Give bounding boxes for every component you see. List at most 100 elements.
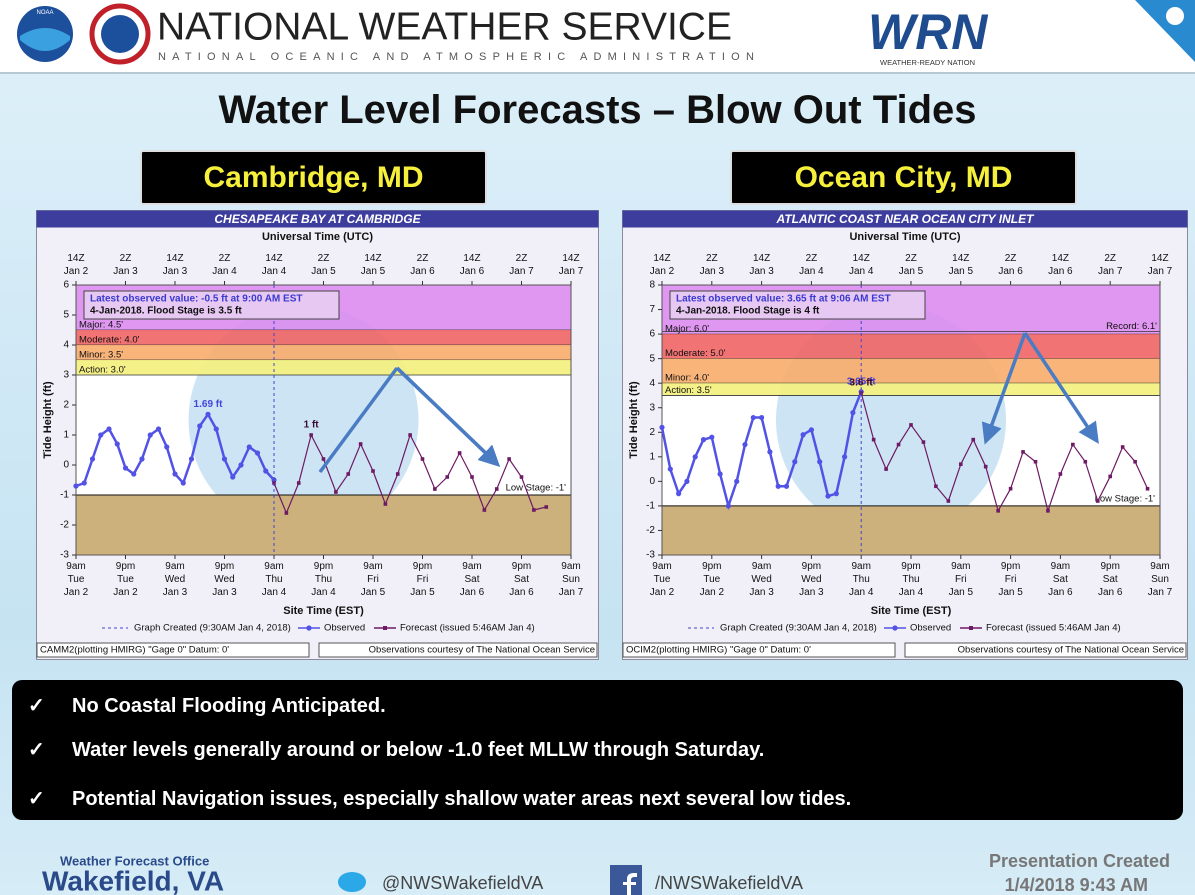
- top-tick-line: Jan 3: [163, 266, 188, 277]
- bullet: ✓ Water levels generally around or below …: [28, 737, 764, 762]
- data-point: [750, 414, 756, 421]
- x-tick-line: Sun: [1151, 574, 1169, 585]
- data-point: [507, 457, 511, 461]
- data-point: [172, 471, 178, 477]
- top-tick-line: Jan 3: [749, 266, 774, 277]
- x-tick-line: Jan 4: [311, 587, 336, 598]
- y-tick-label: 6: [63, 280, 69, 291]
- x-tick-label: 9am Fri Jan 5: [949, 561, 974, 598]
- x-tick-line: Wed: [165, 574, 185, 585]
- x-tick-label: 9pm Thu Jan 4: [899, 561, 924, 598]
- x-tick-line: 9am: [652, 561, 671, 572]
- footer-left: CAMM2(plotting HMIRG) "Gage 0" Datum: 0': [40, 645, 229, 656]
- x-tick-line: Jan 7: [559, 587, 584, 598]
- flood-label: Moderate: 4.0': [79, 335, 140, 346]
- value-label: 1.69 ft: [194, 399, 224, 410]
- top-tick-label: 14Z Jan 3: [163, 253, 188, 277]
- top-tick-line: 2Z: [1104, 253, 1116, 264]
- x-tick-line: Jan 6: [1098, 587, 1123, 598]
- data-point: [717, 471, 723, 477]
- twitter: @NWSWakefieldVA: [382, 873, 543, 893]
- top-tick-line: Jan 4: [849, 266, 874, 277]
- facebook-f: [623, 873, 637, 895]
- flood-band: [76, 330, 571, 345]
- data-point: [433, 487, 437, 491]
- data-point: [959, 462, 963, 466]
- x-tick-line: Sat: [1103, 574, 1118, 585]
- top-tick-line: 14Z: [562, 253, 579, 264]
- data-point: [884, 467, 888, 471]
- top-tick-line: 14Z: [853, 253, 870, 264]
- data-point: [684, 478, 690, 484]
- x-tick-line: 9am: [165, 561, 184, 572]
- top-tick-line: 14Z: [1052, 253, 1069, 264]
- x-tick-line: 9am: [752, 561, 771, 572]
- data-point: [246, 444, 252, 450]
- title-bar: [36, 210, 599, 228]
- flood-band: [76, 360, 571, 375]
- data-point: [309, 433, 313, 437]
- data-point: [871, 437, 876, 442]
- data-point: [89, 456, 96, 462]
- top-tick-line: Jan 5: [899, 266, 924, 277]
- x-tick-line: Fri: [955, 574, 967, 585]
- top-tick-line: Jan 4: [212, 266, 237, 277]
- top-tick-line: Jan 3: [113, 266, 138, 277]
- low-stage-label: Low Stage: -1': [506, 483, 567, 494]
- y-tick-label: -2: [646, 525, 655, 536]
- x-tick-label: 9pm Thu Jan 4: [311, 561, 336, 598]
- data-point: [667, 466, 673, 472]
- top-tick-line: Jan 6: [410, 266, 435, 277]
- x-tick-label: 9am Sat Jan 6: [460, 561, 485, 598]
- legend-created: Graph Created (9:30AM Jan 4, 2018): [720, 623, 877, 634]
- top-tick-label: 2Z Jan 4: [799, 253, 824, 277]
- footer-box: [904, 642, 1187, 658]
- data-point: [1071, 442, 1075, 447]
- footer-box: [36, 642, 310, 658]
- top-tick-line: 2Z: [318, 253, 330, 264]
- top-tick-line: Jan 7: [509, 266, 534, 277]
- top-tick-label: 2Z Jan 4: [212, 253, 237, 277]
- data-point: [1108, 474, 1112, 479]
- top-tick-line: 14Z: [463, 253, 480, 264]
- x-tick-line: Jan 2: [700, 587, 725, 598]
- x-tick-line: 9am: [561, 561, 580, 572]
- x-tick-line: Tue: [654, 574, 671, 585]
- x-axis-label: Site Time (EST): [871, 605, 952, 617]
- y-tick-label: -3: [60, 550, 69, 561]
- top-tick-line: 2Z: [516, 253, 528, 264]
- data-point: [221, 456, 228, 462]
- bullet-text: Potential Navigation issues, especially …: [72, 788, 852, 810]
- data-point: [983, 464, 988, 469]
- x-tick-line: 9am: [1051, 561, 1070, 572]
- bullet-text: No Coastal Flooding Anticipated.: [72, 695, 386, 717]
- x-tick-label: 9am Wed Jan 3: [163, 561, 188, 598]
- x-tick-label: 9am Sun Jan 7: [1148, 561, 1173, 598]
- hydrograph: CHESAPEAKE BAY AT CAMBRIDGE Universal Tim…: [36, 210, 599, 660]
- top-tick-line: Jan 3: [700, 266, 725, 277]
- data-point: [263, 468, 269, 474]
- x-tick-line: Jan 3: [749, 587, 774, 598]
- data-point: [767, 449, 773, 455]
- x-tick-line: 9am: [951, 561, 970, 572]
- record-label: Record: 6.1': [1106, 321, 1157, 332]
- corner-logo: [1166, 7, 1184, 25]
- top-tick-label: 2Z Jan 5: [899, 253, 924, 277]
- data-point: [346, 472, 351, 476]
- legend-label: Observed: [324, 623, 365, 634]
- check: ✓: [28, 739, 45, 761]
- top-tick-label: 2Z Jan 7: [1098, 253, 1123, 277]
- data-point: [139, 456, 145, 462]
- y-tick-label: 7: [649, 304, 655, 315]
- org-sub: NATIONAL OCEANIC AND ATMOSPHERIC ADMINIS…: [158, 51, 760, 63]
- top-tick-label: 2Z Jan 6: [998, 253, 1023, 277]
- legend-marker: [969, 626, 973, 630]
- data-point: [1008, 486, 1013, 491]
- logo-text: NOAA: [36, 10, 53, 16]
- top-tick-line: 14Z: [653, 253, 670, 264]
- info-line: Latest observed value: -0.5 ft at 9:00 A…: [90, 294, 302, 305]
- bullet: ✓ Potential Navigation issues, especially…: [28, 786, 851, 811]
- data-point: [725, 503, 731, 509]
- top-tick-label: 14Z Jan 3: [749, 253, 774, 277]
